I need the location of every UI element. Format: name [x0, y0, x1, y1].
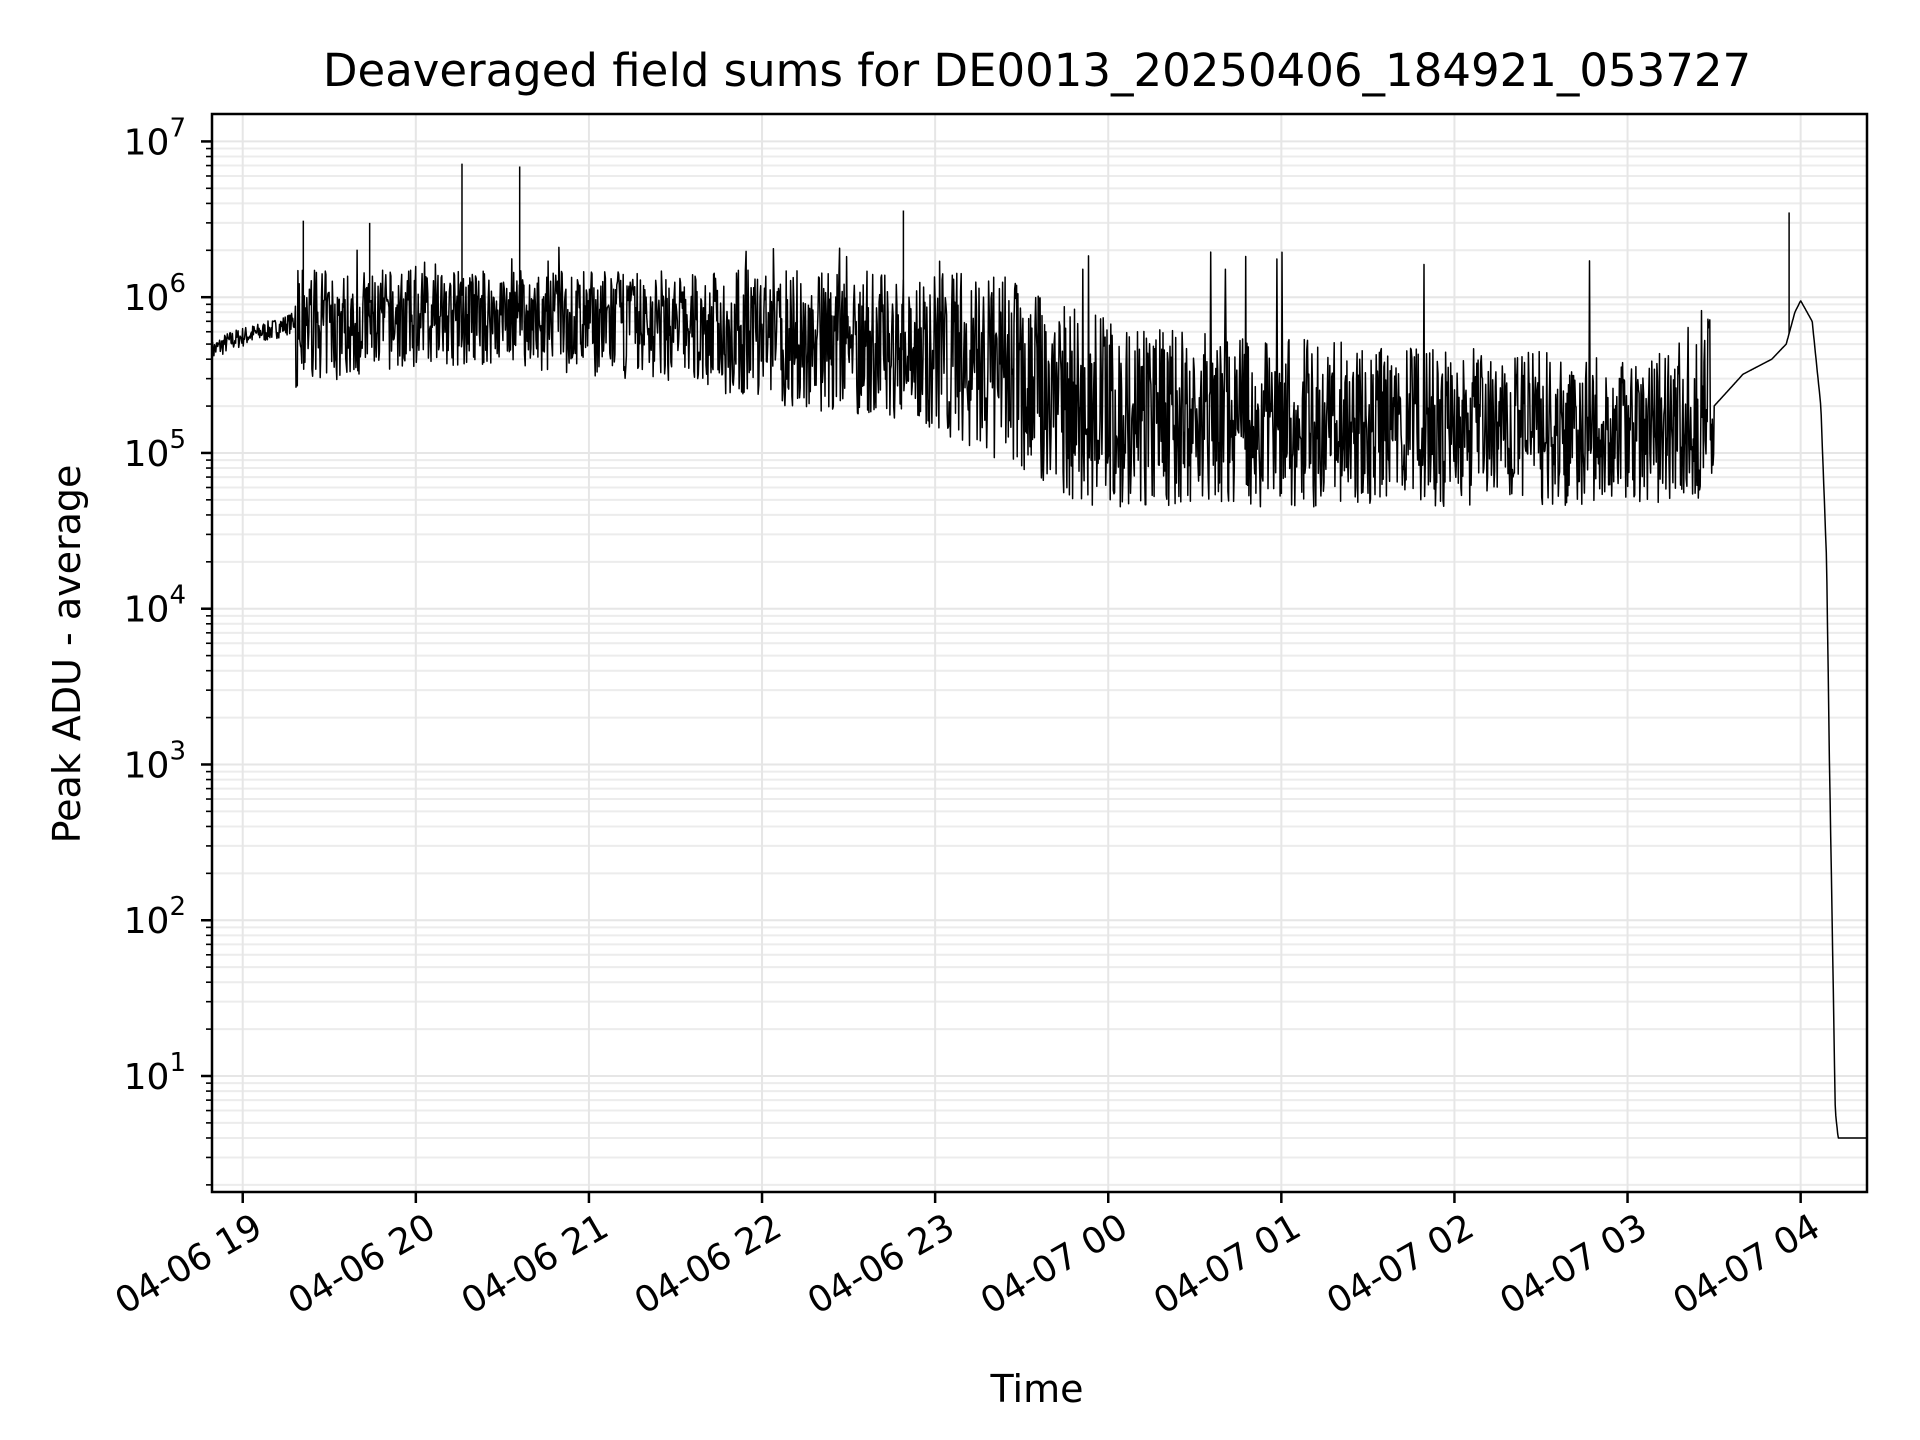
y-tick-base: 10 — [124, 278, 170, 319]
y-tick-label: 102 — [124, 892, 186, 942]
y-tick-exponent: 6 — [169, 269, 186, 299]
y-tick-exponent: 1 — [169, 1048, 186, 1078]
plot-frame — [210, 112, 1869, 1194]
y-tick-label: 101 — [124, 1048, 186, 1098]
y-tick-label: 107 — [124, 113, 186, 163]
y-tick-label: 106 — [124, 269, 186, 319]
grid-lines — [212, 114, 1867, 1192]
data-series-line — [212, 246, 1867, 1139]
y-tick-base: 10 — [124, 122, 170, 163]
y-tick-exponent: 2 — [169, 892, 186, 922]
y-tick-label: 103 — [124, 736, 186, 786]
chart-title: Deaveraged field sums for DE0013_2025040… — [323, 44, 1751, 97]
y-tick-exponent: 5 — [169, 425, 186, 455]
y-tick-exponent: 4 — [169, 581, 186, 611]
y-tick-base: 10 — [124, 901, 170, 942]
y-tick-base: 10 — [124, 590, 170, 631]
y-tick-label: 105 — [124, 425, 186, 475]
y-tick-base: 10 — [124, 1057, 170, 1098]
y-axis-label: Peak ADU - average — [45, 465, 89, 844]
y-tick-label: 104 — [124, 581, 186, 631]
axis-ticks — [201, 140, 1802, 1203]
y-tick-exponent: 3 — [169, 736, 186, 766]
y-tick-base: 10 — [124, 745, 170, 786]
y-tick-base: 10 — [124, 434, 170, 475]
x-axis-label: Time — [990, 1367, 1084, 1411]
y-tick-exponent: 7 — [169, 113, 186, 143]
series-layer — [212, 163, 1867, 1139]
